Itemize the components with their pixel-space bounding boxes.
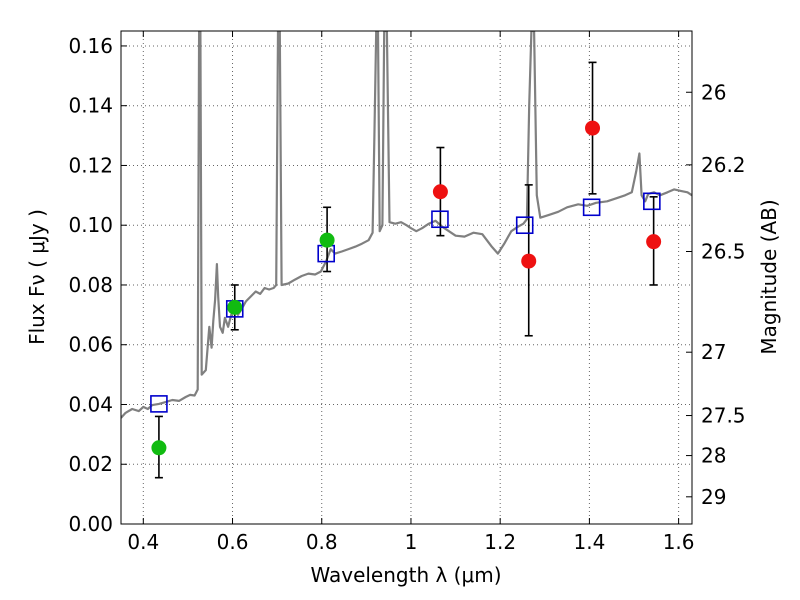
y-tick-label: 0.14 [68, 94, 113, 118]
right-axis-title: Magnitude (AB) [757, 199, 781, 354]
data-markers [150, 120, 662, 456]
model-spectrum [121, 31, 692, 419]
model-photometry-square [582, 198, 601, 217]
y-tick-label: 0.12 [68, 153, 113, 177]
y-tick-label: 0.06 [68, 333, 113, 357]
model-photometry-square [150, 395, 168, 413]
y-tick-label: 0.16 [68, 34, 113, 58]
red-data-point [646, 234, 662, 250]
model-spectrum-line [121, 31, 692, 419]
y-tick-label: 0.04 [68, 392, 113, 416]
model-photometry-square [515, 216, 534, 235]
right-tick-label: 29 [701, 485, 726, 509]
right-tick-label: 26 [701, 80, 726, 104]
right-tick-label: 26.5 [701, 240, 746, 264]
y-tick-label: 0.10 [68, 213, 113, 237]
green-data-point [319, 232, 335, 248]
red-data-point [432, 184, 448, 200]
x-tick-label: 1 [405, 530, 418, 554]
right-tick-label: 27 [701, 340, 726, 364]
tick-labels: 0.4 0.6 0.8 1 1.2 1.4 1.6 0.00 0.02 0.04 0.06 0.08 0… [68, 34, 745, 554]
x-tick-label: 0.6 [217, 530, 249, 554]
green-data-point [227, 299, 243, 315]
plot-frame [120, 30, 693, 525]
green-data-point [151, 440, 167, 456]
right-tick-label: 26.2 [701, 153, 746, 177]
model-photometry-square [431, 210, 449, 229]
x-tick-label: 1.6 [663, 530, 695, 554]
x-tick-label: 1.4 [573, 530, 605, 554]
right-tick-label: 28 [701, 444, 726, 468]
plot-background [121, 31, 692, 524]
model-photometry-square [643, 192, 661, 211]
x-tick-label: 1.2 [484, 530, 516, 554]
right-tick-label: 27.5 [701, 404, 746, 428]
red-data-point [585, 120, 601, 136]
red-data-point [521, 253, 537, 269]
y-tick-label: 0.02 [68, 452, 113, 476]
y-axis-title: Flux Fν ( μJy ) [25, 209, 49, 345]
axis-ticks [121, 31, 692, 525]
x-tick-label: 0.4 [127, 530, 159, 554]
x-axis-title: Wavelength λ (μm) [310, 563, 501, 587]
y-tick-label: 0.08 [68, 273, 113, 297]
x-tick-label: 0.8 [306, 530, 338, 554]
y-tick-label: 0.00 [68, 512, 113, 536]
